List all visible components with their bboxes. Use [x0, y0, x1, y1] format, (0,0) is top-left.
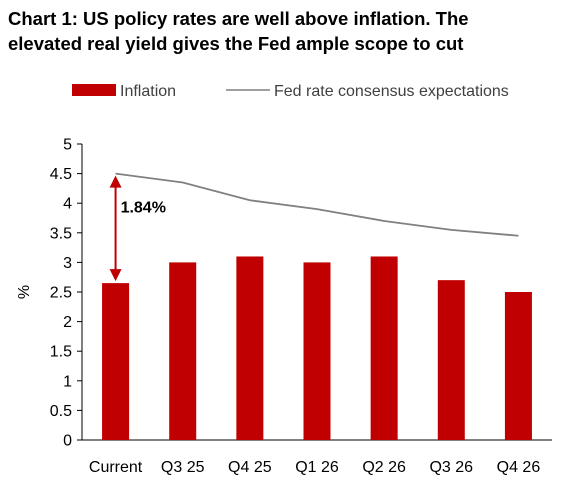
line-fed-rate — [115, 172, 519, 237]
legend-label-inflation: Inflation — [120, 83, 176, 100]
x-tick-label: Q4 26 — [497, 459, 541, 476]
inflation-bars — [102, 256, 532, 440]
legend-label-fed-rate: Fed rate consensus expectations — [274, 83, 509, 100]
x-tick-label: Q2 26 — [362, 459, 406, 476]
x-tick-label: Q3 25 — [161, 459, 205, 476]
y-tick-label: 4 — [63, 196, 72, 213]
y-tick-label: 1 — [63, 373, 72, 390]
y-tick-label: 3.5 — [50, 225, 72, 242]
legend-swatch-inflation — [72, 84, 116, 96]
bar-inflation — [370, 256, 398, 440]
bar-inflation — [437, 280, 465, 440]
annotation-arrow-head-down — [109, 269, 122, 282]
y-tick-label: 2 — [63, 314, 72, 331]
fed-rate-line — [115, 172, 519, 237]
y-tick-label: 3 — [63, 255, 72, 272]
y-tick-label: 4.5 — [50, 166, 72, 183]
chart-title-line-1: Chart 1: US policy rates are well above … — [8, 8, 469, 29]
y-axis-label: % — [16, 285, 33, 299]
legend: Inflation Fed rate consensus expectation… — [72, 83, 509, 100]
x-axis: Current Q3 25 Q4 25 Q1 26 Q2 26 Q3 26 Q4 26 — [82, 439, 552, 476]
y-tick-label: 0 — [63, 433, 72, 450]
bar-inflation — [169, 262, 197, 440]
y-axis: 0 0.5 1 1.5 2 2.5 3 3.5 4 4.5 5 — [50, 137, 83, 450]
y-tick-label: 0.5 — [50, 403, 72, 420]
x-tick-label: Q4 25 — [228, 459, 272, 476]
annotation-label: 1.84% — [121, 199, 166, 216]
annotation: 1.84% — [109, 175, 166, 282]
y-tick-label: 5 — [63, 137, 72, 154]
bar-inflation — [236, 256, 264, 440]
x-tick-label: Current — [89, 459, 143, 476]
chart-title-line-2: elevated real yield gives the Fed ample … — [8, 33, 464, 54]
bar-inflation — [303, 262, 331, 440]
bar-inflation — [102, 283, 130, 440]
bar-inflation — [504, 292, 532, 440]
chart-title: Chart 1: US policy rates are well above … — [8, 6, 560, 56]
x-tick-label: Q3 26 — [429, 459, 473, 476]
annotation-arrow-head-up — [109, 175, 122, 188]
y-tick-label: 2.5 — [50, 285, 72, 302]
y-tick-label: 1.5 — [50, 344, 72, 361]
x-tick-label: Q1 26 — [295, 459, 339, 476]
